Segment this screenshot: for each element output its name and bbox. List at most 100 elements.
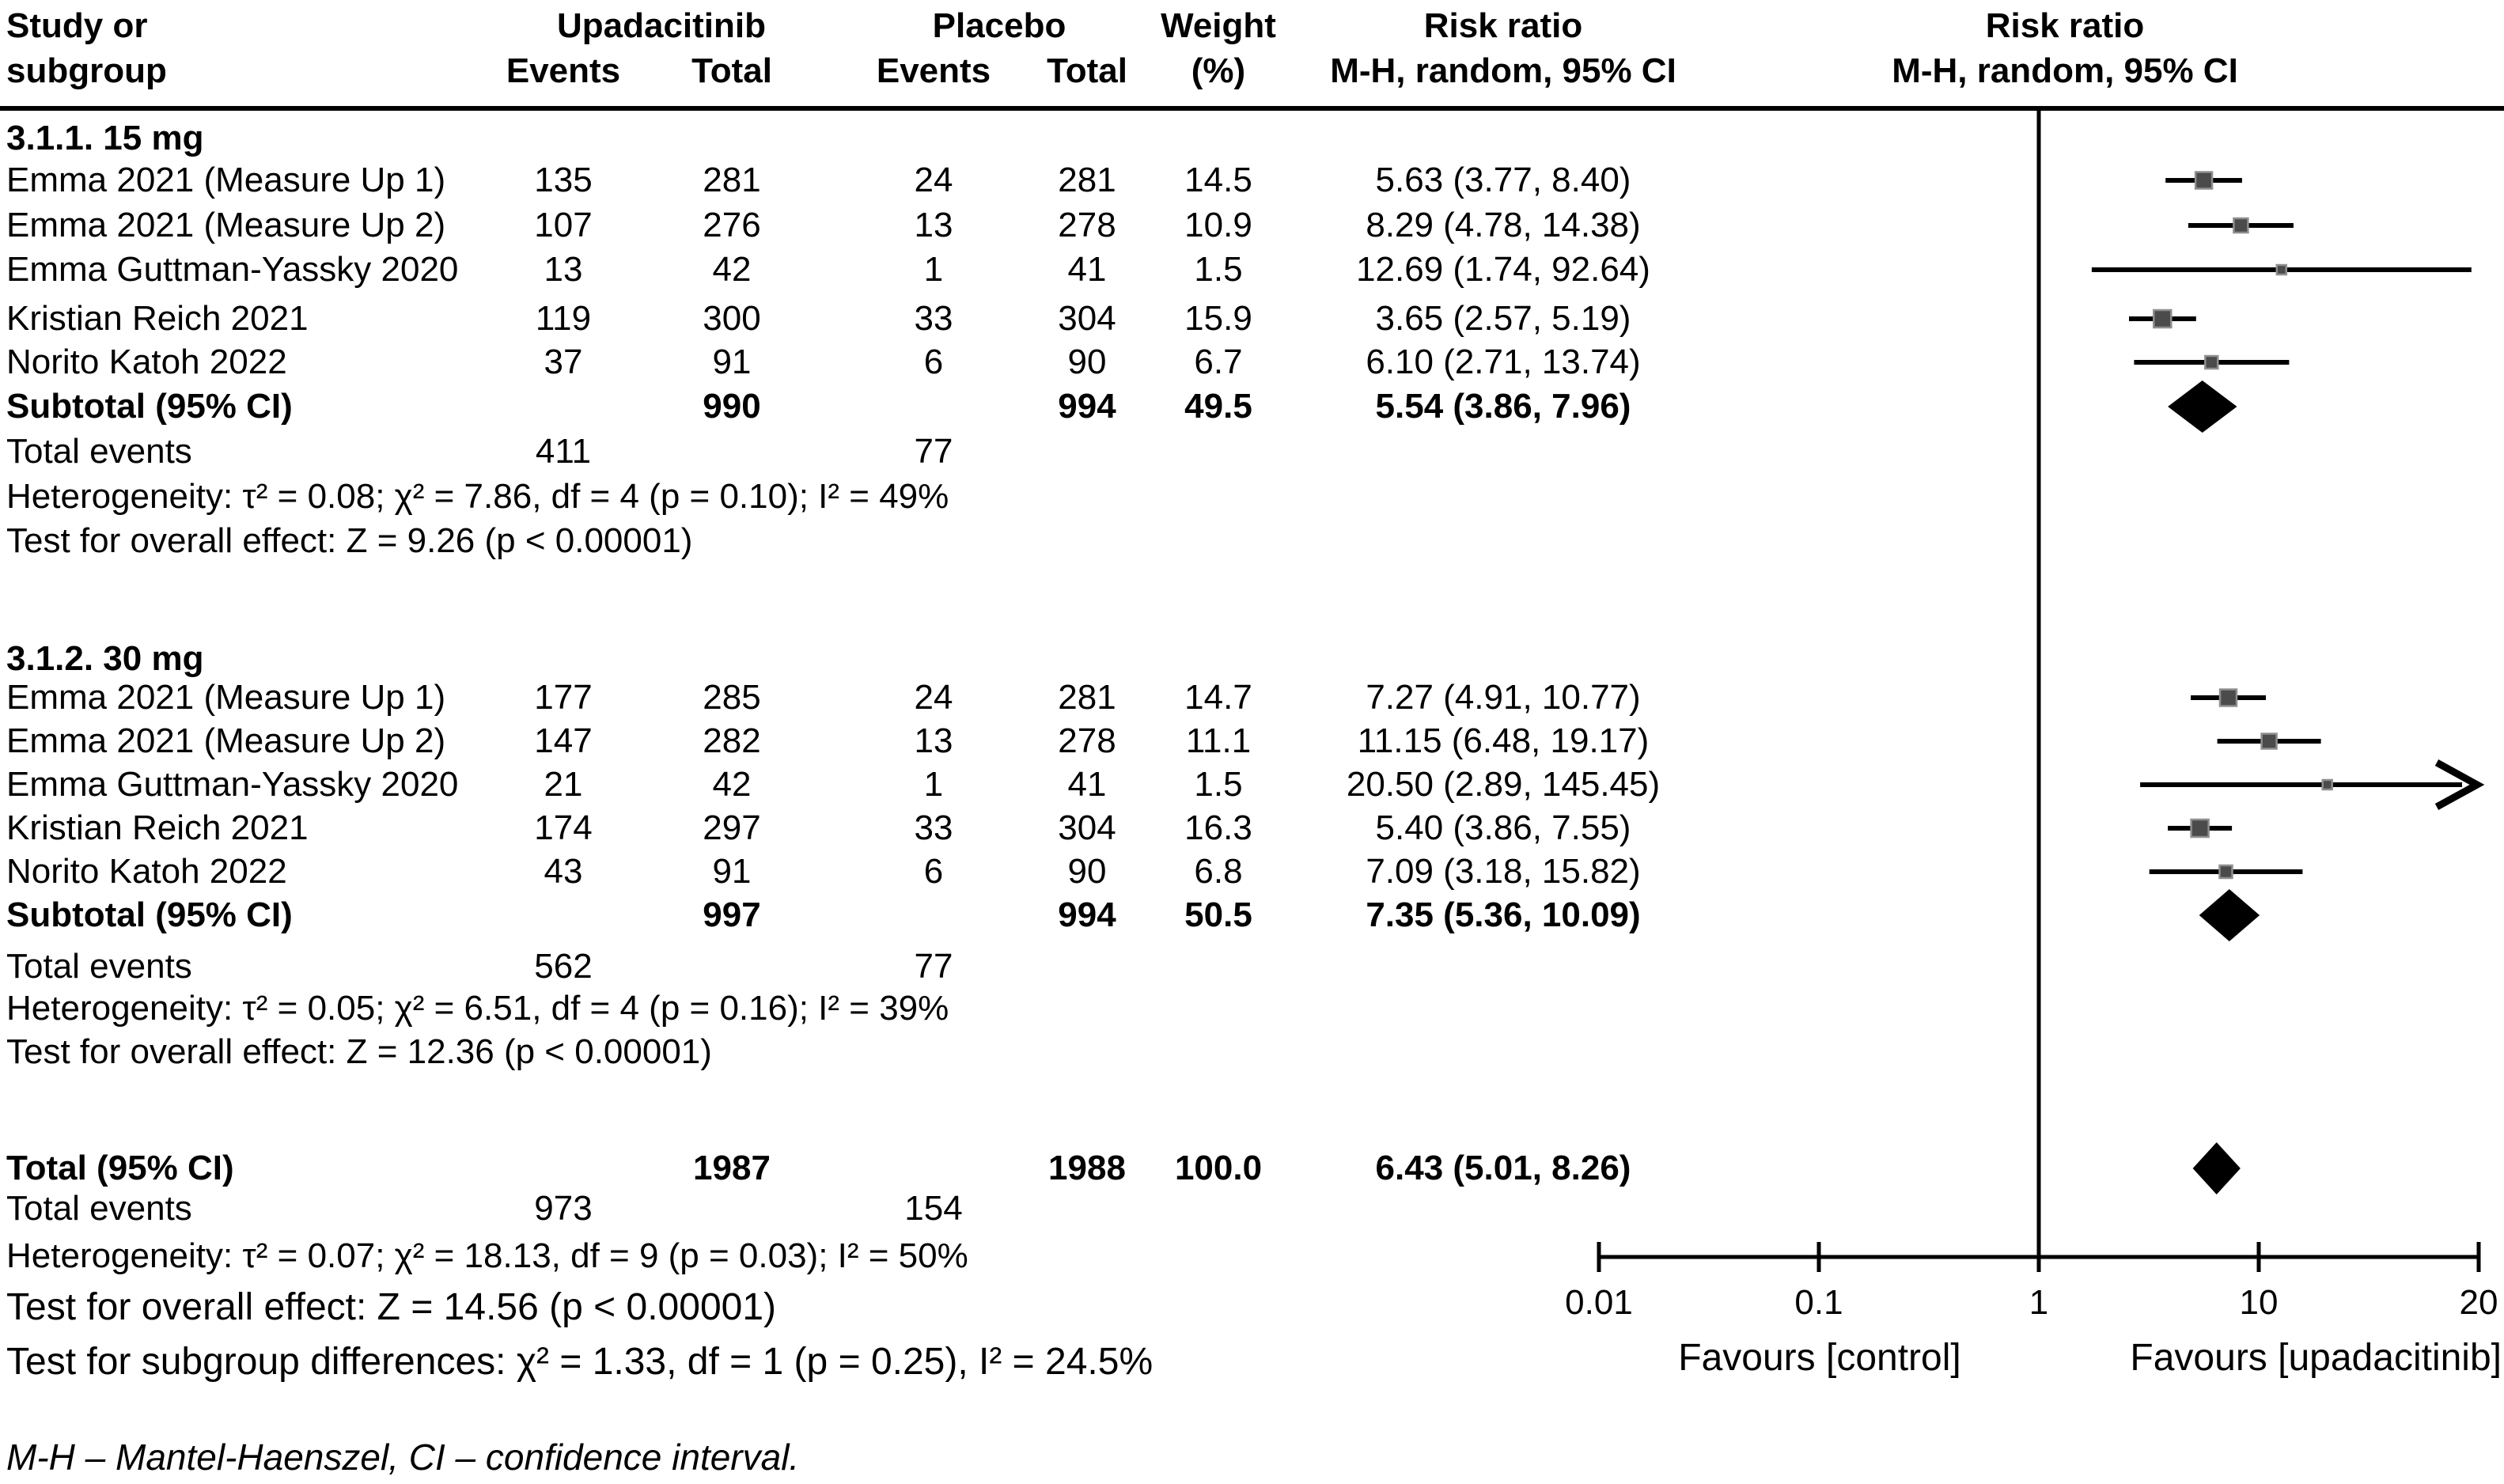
control-total-cell: 281: [1058, 161, 1116, 199]
study-name: Norito Katoh 2022: [6, 852, 287, 891]
treatment-events-cell: 21: [544, 765, 583, 804]
favours-control-label: Favours [control]: [1678, 1337, 1961, 1379]
weight-cell: 14.7: [1184, 678, 1252, 717]
header-treatment-events: Events: [506, 51, 621, 90]
subtotal-weight: 50.5: [1184, 895, 1252, 934]
subgroup-title: 3.1.1. 15 mg: [6, 119, 204, 157]
study-name: Emma Guttman-Yassky 2020: [6, 250, 459, 289]
treatment-total-cell: 42: [712, 765, 752, 804]
study-name: Emma 2021 (Measure Up 2): [6, 206, 446, 244]
subtotal-control-total: 994: [1058, 895, 1116, 934]
header-treatment-group: Upadacitinib: [556, 6, 767, 45]
treatment-total-cell: 276: [703, 206, 761, 244]
treatment-events-cell: 119: [535, 299, 592, 338]
point-estimate-marker: [2194, 171, 2214, 190]
total-events-treatment: 411: [535, 432, 592, 471]
overall-effect-stats: Test for overall effect: Z = 14.56 (p < …: [6, 1286, 777, 1328]
header-treatment-total: Total: [691, 51, 772, 90]
treatment-events-cell: 174: [534, 808, 593, 847]
total-events-label: Total events: [6, 1189, 192, 1228]
overall-effect-stats: Test for overall effect: Z = 9.26 (p < 0…: [6, 521, 693, 560]
total-diamond: [2192, 1142, 2241, 1194]
study-name: Kristian Reich 2021: [6, 808, 309, 847]
control-total-cell: 41: [1067, 765, 1107, 804]
study-name: Emma 2021 (Measure Up 2): [6, 721, 446, 760]
study-name: Emma Guttman-Yassky 2020: [6, 765, 459, 804]
subtotal-treatment-total: 990: [703, 387, 761, 426]
total-weight: 100.0: [1174, 1149, 1263, 1187]
control-events-cell: 13: [914, 206, 953, 244]
axis-tick-label-20: 20: [2459, 1283, 2498, 1322]
point-estimate-marker: [2218, 688, 2238, 707]
total-risk-ratio: 6.43 (5.01, 8.26): [1375, 1149, 1631, 1187]
total-events-treatment: 973: [534, 1189, 593, 1228]
control-events-cell: 1: [923, 250, 944, 289]
treatment-events-cell: 135: [534, 161, 593, 199]
weight-cell: 6.8: [1194, 852, 1243, 891]
treatment-total-cell: 300: [703, 299, 761, 338]
treatment-events-cell: 13: [544, 250, 583, 289]
treatment-events-cell: 107: [534, 206, 593, 244]
control-events-cell: 33: [914, 808, 953, 847]
weight-cell: 15.9: [1184, 299, 1252, 338]
control-total-cell: 278: [1058, 721, 1116, 760]
treatment-events-cell: 147: [534, 721, 593, 760]
control-events-cell: 6: [923, 852, 944, 891]
control-events-cell: 24: [914, 678, 953, 717]
risk-ratio-cell: 7.27 (4.91, 10.77): [1366, 678, 1641, 717]
weight-cell: 10.9: [1184, 206, 1252, 244]
treatment-events-cell: 37: [544, 343, 583, 381]
heterogeneity-stats: Heterogeneity: τ² = 0.07; χ² = 18.13, df…: [6, 1236, 968, 1275]
subtotal-risk-ratio: 5.54 (3.86, 7.96): [1375, 387, 1631, 426]
weight-cell: 1.5: [1194, 765, 1243, 804]
total-events-control: 77: [914, 947, 953, 986]
subtotal-diamond: [2199, 889, 2260, 941]
weight-cell: 1.5: [1194, 250, 1243, 289]
total-events-control: 77: [914, 432, 953, 471]
treatment-total-cell: 281: [703, 161, 761, 199]
total-events-control: 154: [904, 1189, 963, 1228]
total-events-treatment: 562: [534, 947, 593, 986]
total-events-label: Total events: [6, 432, 192, 471]
control-events-cell: 13: [914, 721, 953, 760]
header-rule: [0, 106, 2504, 111]
point-estimate-marker: [2153, 309, 2173, 329]
weight-cell: 16.3: [1184, 808, 1252, 847]
axis-tick-label-0.1: 0.1: [1794, 1283, 1843, 1322]
control-total-cell: 90: [1067, 852, 1107, 891]
axis-tick-label-10: 10: [2239, 1283, 2279, 1322]
treatment-total-cell: 285: [703, 678, 761, 717]
point-estimate-marker: [2260, 733, 2278, 750]
subtotal-diamond: [2168, 380, 2237, 433]
heterogeneity-stats: Heterogeneity: τ² = 0.05; χ² = 6.51, df …: [6, 989, 949, 1028]
point-estimate-marker: [2218, 864, 2233, 880]
header-study-line1: Study or: [6, 6, 148, 45]
axis-tick-label-0.01: 0.01: [1565, 1283, 1633, 1322]
control-events-cell: 6: [923, 343, 944, 381]
control-total-cell: 304: [1058, 299, 1116, 338]
risk-ratio-cell: 12.69 (1.74, 92.64): [1356, 250, 1650, 289]
control-events-cell: 24: [914, 161, 953, 199]
subtotal-risk-ratio: 7.35 (5.36, 10.09): [1366, 895, 1641, 934]
point-estimate-marker: [2233, 217, 2249, 234]
overall-effect-stats: Test for overall effect: Z = 12.36 (p < …: [6, 1032, 712, 1071]
axis-tick-label-1: 1: [2029, 1283, 2049, 1322]
risk-ratio-cell: 5.63 (3.77, 8.40): [1375, 161, 1631, 199]
risk-ratio-cell: 5.40 (3.86, 7.55): [1375, 808, 1631, 847]
study-name: Emma 2021 (Measure Up 1): [6, 678, 446, 717]
control-total-cell: 304: [1058, 808, 1116, 847]
weight-cell: 11.1: [1185, 721, 1252, 760]
treatment-total-cell: 91: [712, 852, 752, 891]
abbreviations-footnote: M-H – Mantel-Haenszel, CI – confidence i…: [6, 1437, 800, 1478]
risk-ratio-cell: 3.65 (2.57, 5.19): [1375, 299, 1631, 338]
header-control-total: Total: [1047, 51, 1127, 90]
control-total-cell: 90: [1067, 343, 1107, 381]
risk-ratio-cell: 6.10 (2.71, 13.74): [1366, 343, 1641, 381]
risk-ratio-cell: 8.29 (4.78, 14.38): [1366, 206, 1641, 244]
control-total-cell: 278: [1058, 206, 1116, 244]
header-control-group: Placebo: [932, 6, 1066, 45]
control-events-cell: 1: [923, 765, 944, 804]
weight-cell: 6.7: [1194, 343, 1243, 381]
treatment-events-cell: 177: [534, 678, 593, 717]
